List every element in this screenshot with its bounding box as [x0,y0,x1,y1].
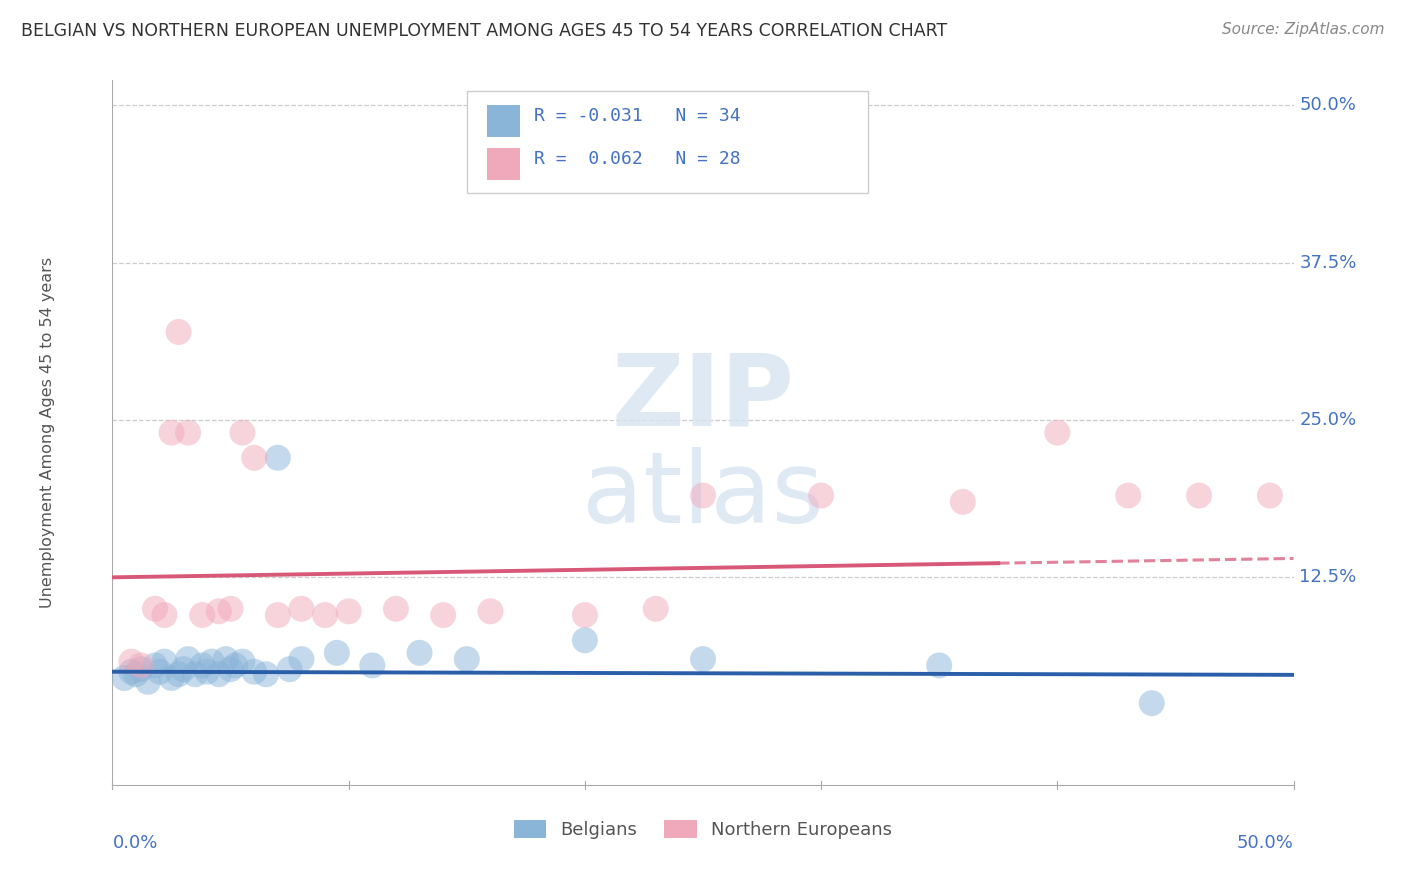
Point [215,652,238,666]
Point [195,665,218,679]
Point [1258,489,1281,503]
Bar [486,148,520,180]
Point [385,602,408,616]
Point [692,652,714,666]
Bar [486,105,520,137]
Point [267,608,290,623]
Point [290,652,312,666]
Text: ZIP: ZIP [612,350,794,447]
Point [160,425,183,440]
Point [184,667,207,681]
Text: 25.0%: 25.0% [1299,411,1357,429]
Text: BELGIAN VS NORTHERN EUROPEAN UNEMPLOYMENT AMONG AGES 45 TO 54 YEARS CORRELATION : BELGIAN VS NORTHERN EUROPEAN UNEMPLOYMEN… [21,22,948,40]
Point [243,665,266,679]
Point [129,662,152,676]
Point [191,608,214,623]
Point [254,667,277,681]
Text: 0.0%: 0.0% [112,834,157,852]
Text: 37.5%: 37.5% [1299,253,1357,272]
Point [574,633,596,648]
Point [644,602,666,616]
Text: 12.5%: 12.5% [1299,568,1357,586]
Point [1140,696,1163,710]
Point [290,602,312,616]
Point [337,604,360,618]
Point [177,652,200,666]
Point [278,662,301,676]
Text: Source: ZipAtlas.com: Source: ZipAtlas.com [1222,22,1385,37]
Point [692,489,714,503]
Text: 50.0%: 50.0% [1299,96,1357,114]
Point [120,665,142,679]
FancyBboxPatch shape [467,91,869,193]
Point [219,602,242,616]
Point [456,652,478,666]
Point [231,655,253,669]
Point [208,667,231,681]
Legend: Belgians, Northern Europeans: Belgians, Northern Europeans [506,813,900,847]
Point [219,662,242,676]
Point [432,608,454,623]
Point [224,658,246,673]
Text: atlas: atlas [582,447,824,544]
Point [201,655,224,669]
Point [153,608,176,623]
Point [574,608,596,623]
Point [267,450,290,465]
Point [326,646,349,660]
Point [149,665,172,679]
Point [177,425,200,440]
Point [143,602,166,616]
Point [208,604,231,618]
Point [120,655,142,669]
Point [1188,489,1211,503]
Text: R =  0.062   N = 28: R = 0.062 N = 28 [534,150,741,168]
Point [136,674,159,689]
Point [1116,489,1139,503]
Point [928,658,950,673]
Text: Unemployment Among Ages 45 to 54 years: Unemployment Among Ages 45 to 54 years [39,257,55,608]
Point [479,604,502,618]
Point [112,671,135,685]
Point [1046,425,1069,440]
Point [231,425,253,440]
Point [167,667,190,681]
Point [129,658,152,673]
Point [143,658,166,673]
Point [408,646,430,660]
Point [153,655,176,669]
Point [191,658,214,673]
Point [167,325,190,339]
Point [243,450,266,465]
Text: 50.0%: 50.0% [1237,834,1294,852]
Point [125,667,148,681]
Point [810,489,832,503]
Point [361,658,384,673]
Point [952,495,974,509]
Point [160,671,183,685]
Text: R = -0.031   N = 34: R = -0.031 N = 34 [534,107,741,125]
Point [172,662,194,676]
Point [314,608,336,623]
